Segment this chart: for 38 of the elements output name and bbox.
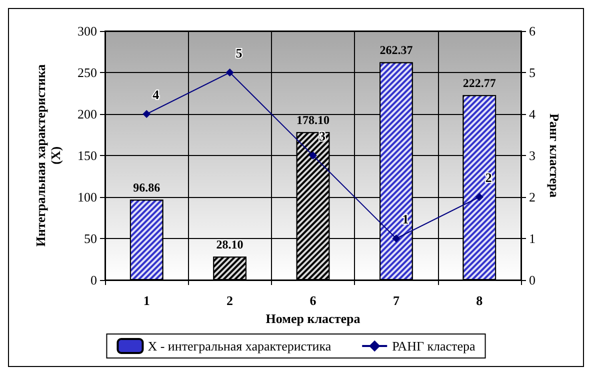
x-tick-label: 8 bbox=[476, 293, 484, 308]
data-label: 262.37 bbox=[380, 43, 413, 58]
x-tick-label: 2 bbox=[226, 293, 234, 308]
data-label: 4 bbox=[152, 87, 160, 102]
y-tick-label: 150 bbox=[78, 148, 97, 163]
y-tick-label: 300 bbox=[78, 24, 97, 38]
x-axis-title: Номер кластера bbox=[266, 310, 361, 326]
y2-tick-label: 1 bbox=[529, 231, 536, 246]
point bbox=[142, 110, 151, 118]
y-tick-label: 50 bbox=[84, 231, 97, 246]
data-label: 5 bbox=[236, 46, 243, 60]
y2-tick-label: 0 bbox=[529, 272, 536, 288]
data-label: 178.10 bbox=[296, 113, 330, 128]
y2-tick-label: 3 bbox=[529, 148, 536, 163]
y-axis-title: Интегральная характеристика (X) bbox=[33, 64, 63, 247]
x-tick-label: 7 bbox=[392, 293, 400, 308]
x-tick-label: 1 bbox=[143, 293, 150, 308]
data-label: 28.10 bbox=[216, 238, 244, 252]
data-label: 222.77 bbox=[462, 76, 496, 90]
y-tick-label: 0 bbox=[90, 272, 97, 288]
y-tick-label: 100 bbox=[78, 190, 97, 204]
data-label: 96.86 bbox=[133, 180, 160, 195]
y2-tick-label: 4 bbox=[529, 106, 536, 122]
legend-label: РАНГ кластера bbox=[392, 338, 476, 354]
y-tick-label: 200 bbox=[78, 106, 97, 122]
x-tick-label: 6 bbox=[310, 293, 317, 308]
y2-tick-label: 2 bbox=[529, 190, 536, 204]
point bbox=[309, 152, 317, 160]
legend-label: X - интегральная характеристика bbox=[148, 338, 332, 354]
data-label: 2 bbox=[485, 170, 492, 185]
y2-tick-label: 6 bbox=[529, 24, 536, 38]
y2-axis-title: Ранг кластера bbox=[547, 113, 562, 198]
point bbox=[226, 68, 234, 76]
point bbox=[475, 193, 484, 201]
y-tick-label: 250 bbox=[78, 65, 97, 80]
data-label: 1 bbox=[402, 212, 409, 226]
y2-tick-label: 5 bbox=[529, 65, 536, 80]
point bbox=[392, 234, 400, 242]
